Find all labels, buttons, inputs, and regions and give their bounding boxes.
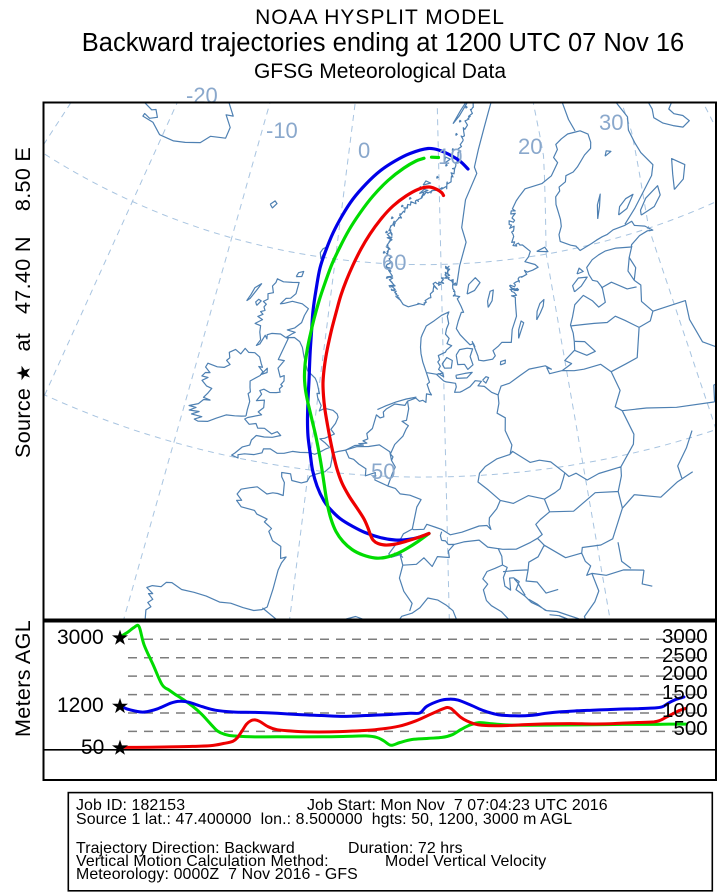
- svg-text:20: 20: [518, 134, 542, 159]
- svg-text:60: 60: [382, 250, 406, 275]
- svg-text:50: 50: [371, 459, 395, 484]
- svg-text:0: 0: [358, 138, 370, 163]
- svg-text:-10: -10: [266, 118, 298, 143]
- svg-text:30: 30: [599, 110, 623, 135]
- svg-text:-20: -20: [186, 83, 218, 108]
- svg-text:10: 10: [438, 144, 462, 169]
